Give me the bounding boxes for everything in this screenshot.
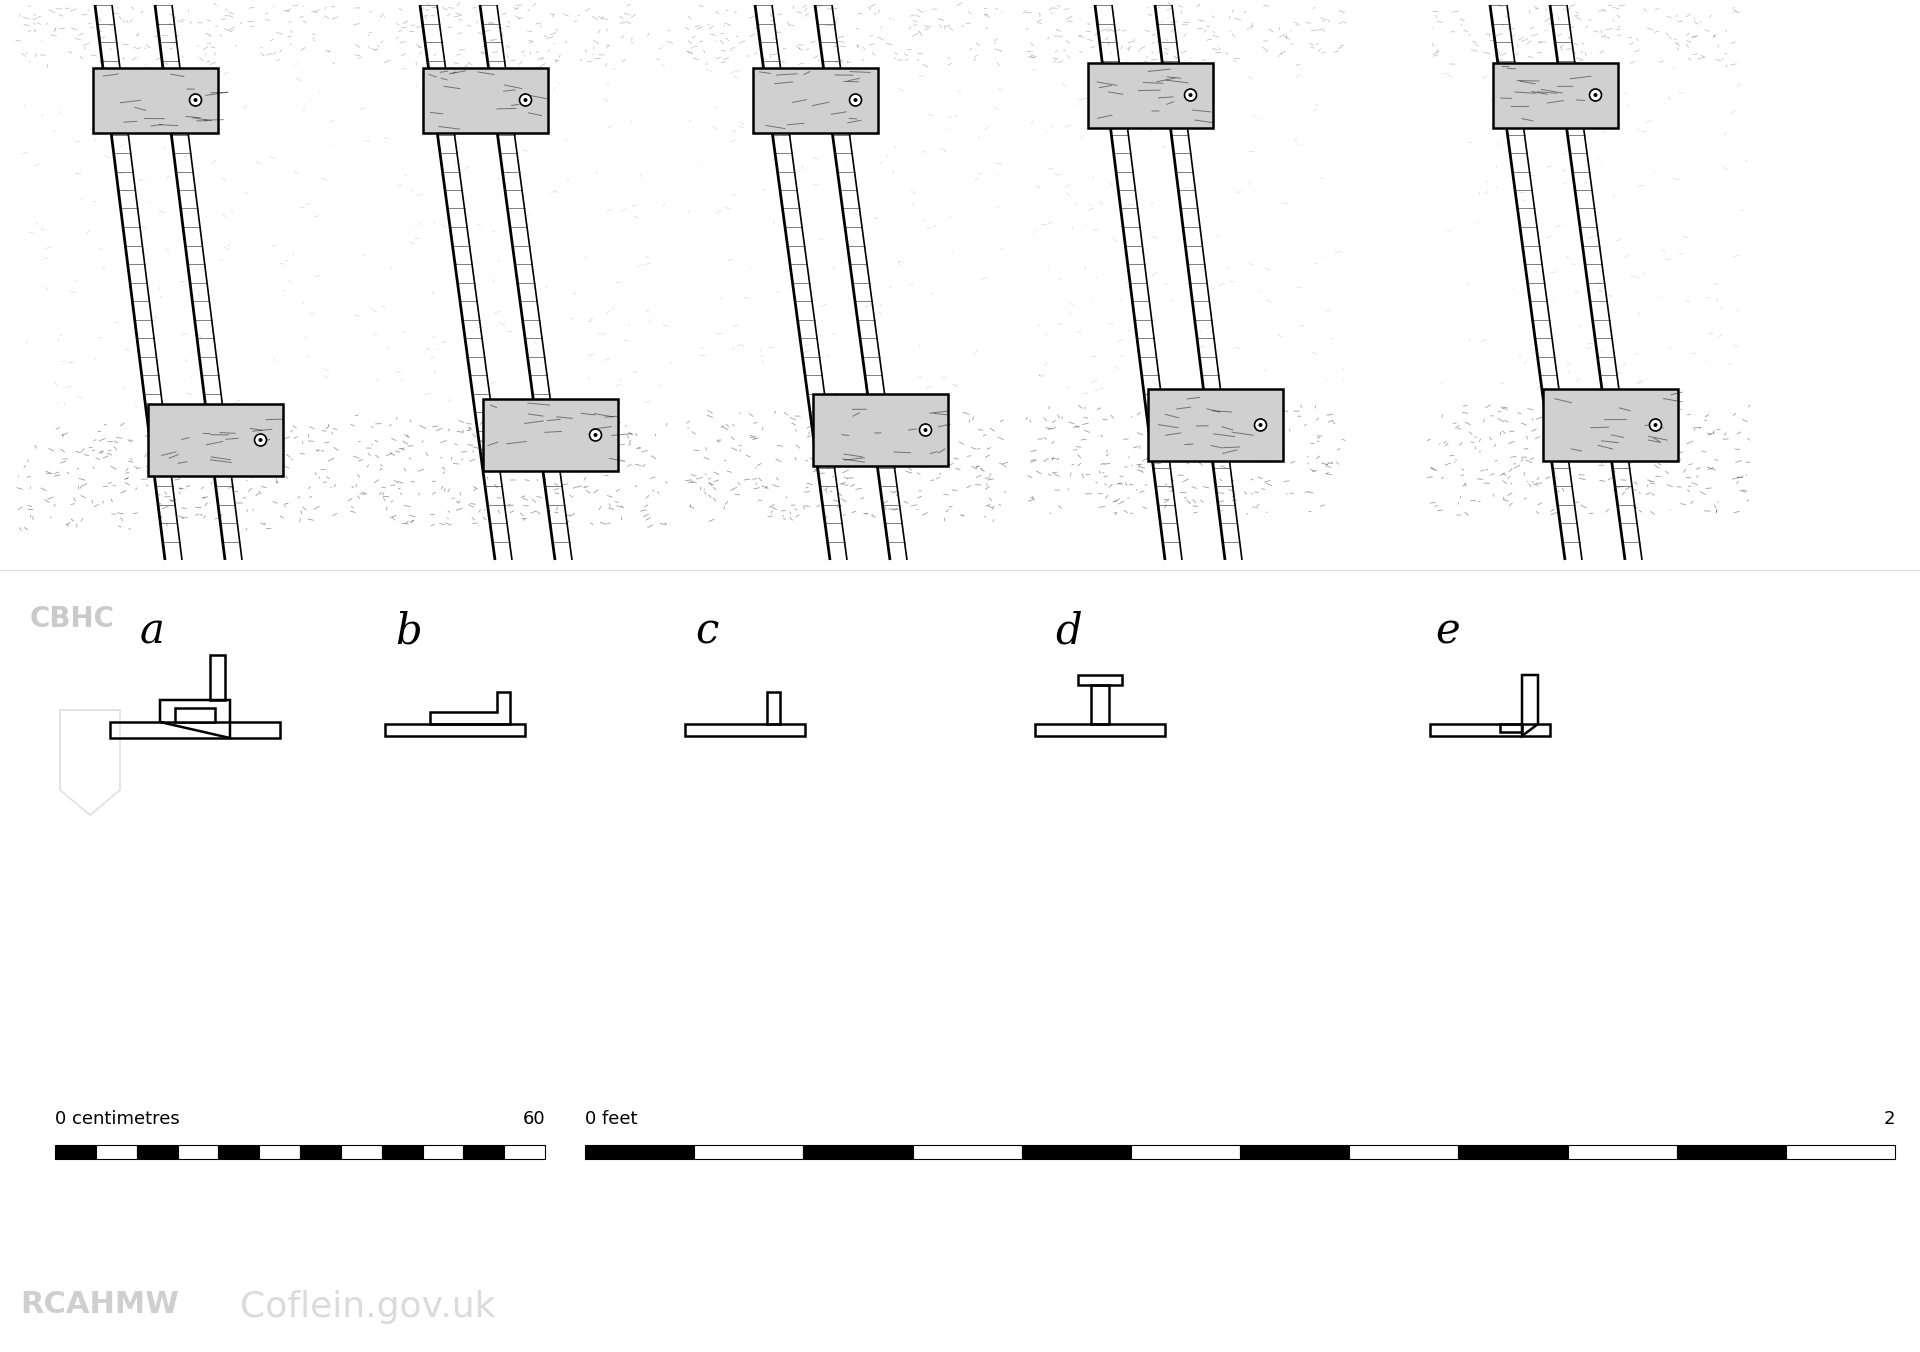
Bar [505,1145,545,1159]
Circle shape [524,97,528,101]
Circle shape [520,95,532,105]
Bar [1240,1145,1350,1159]
Bar [1567,1145,1676,1159]
Text: Coflein.gov.uk: Coflein.gov.uk [240,1290,495,1324]
Polygon shape [175,708,215,722]
Circle shape [589,429,601,441]
Circle shape [1653,423,1657,427]
Circle shape [849,95,862,105]
Bar [1492,62,1617,127]
Bar [803,1145,912,1159]
Bar [342,1145,382,1159]
Bar [1131,1145,1240,1159]
Bar [422,1145,463,1159]
Text: 0 feet: 0 feet [586,1110,637,1128]
Bar [92,68,217,132]
Circle shape [255,434,267,446]
Text: 60: 60 [522,1110,545,1128]
Bar [695,1145,803,1159]
Text: d: d [1054,610,1081,652]
Text: b: b [396,610,422,652]
Circle shape [854,97,858,101]
Text: e: e [1434,610,1459,652]
Bar [1087,62,1213,127]
Circle shape [1254,419,1267,431]
Bar [1148,389,1283,461]
Text: 2: 2 [1884,1110,1895,1128]
Bar [1786,1145,1895,1159]
Circle shape [593,433,597,437]
Bar [219,1145,259,1159]
Bar [1350,1145,1459,1159]
Circle shape [1188,93,1192,97]
Bar [1542,389,1678,461]
Bar [259,1145,300,1159]
Bar [1459,1145,1567,1159]
Text: CBHC: CBHC [31,604,115,633]
Bar [812,393,947,466]
Circle shape [190,95,202,105]
Text: RCAHMW: RCAHMW [19,1290,179,1320]
Bar [463,1145,505,1159]
Bar [586,1145,695,1159]
Circle shape [259,438,263,442]
Circle shape [924,429,927,433]
Text: 0 centimetres: 0 centimetres [56,1110,180,1128]
Circle shape [1185,89,1196,101]
Bar [422,68,547,132]
Bar [56,1145,96,1159]
Bar [136,1145,177,1159]
Text: a: a [140,610,165,652]
Bar [1676,1145,1786,1159]
Circle shape [1258,423,1263,427]
Bar [1021,1145,1131,1159]
Circle shape [194,97,198,101]
Circle shape [1594,93,1597,97]
Bar [912,1145,1021,1159]
Bar [148,404,282,476]
Circle shape [1590,89,1601,101]
Bar [753,68,877,132]
Bar [177,1145,219,1159]
Bar [382,1145,422,1159]
Circle shape [920,425,931,435]
Circle shape [1649,419,1661,431]
Text: c: c [695,610,718,652]
Bar [300,1145,342,1159]
Bar [482,399,618,470]
Bar [96,1145,136,1159]
